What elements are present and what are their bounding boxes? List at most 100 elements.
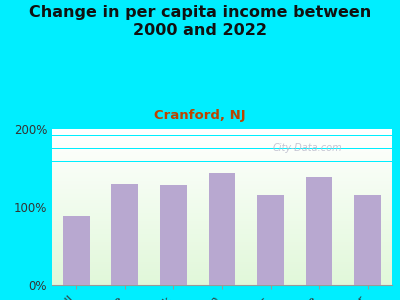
Bar [52,282,392,284]
Bar [52,262,392,263]
Bar [52,141,392,142]
Bar [52,173,392,175]
Bar [257,195,284,285]
Bar [52,143,392,145]
Bar [52,253,392,254]
Bar [52,132,392,133]
Bar [112,184,138,285]
Bar [52,225,392,226]
Bar [52,236,392,237]
Bar [52,245,392,246]
Bar [52,156,392,158]
Bar [52,186,392,188]
Bar [52,177,392,178]
Bar [52,199,392,200]
Bar [52,277,392,278]
Bar [63,216,90,285]
Bar [52,216,392,218]
Bar [52,266,392,267]
Bar [52,168,392,169]
Bar [52,273,392,274]
Bar [52,214,392,215]
Bar [52,249,392,250]
Bar [52,181,392,182]
Bar [52,138,392,140]
Bar [52,194,392,195]
Bar [52,158,392,159]
Bar [52,134,392,136]
Bar [52,263,392,264]
Bar [52,165,392,167]
Bar [52,219,392,220]
Bar [52,159,392,160]
Bar [52,188,392,189]
Bar [52,167,392,168]
Bar [52,281,392,282]
Bar [52,260,392,262]
Bar [52,202,392,203]
Bar [52,250,392,251]
Bar [52,239,392,241]
Bar [52,230,392,232]
Bar [52,140,392,141]
Bar [52,274,392,276]
Bar [52,272,392,273]
Bar [52,232,392,233]
Bar [52,152,392,154]
Bar [52,237,392,238]
Bar [52,243,392,245]
Bar [52,178,392,180]
Bar [52,195,392,196]
Bar [52,233,392,234]
Bar [52,203,392,204]
Bar [52,218,392,219]
Bar [52,267,392,268]
Bar [52,147,392,148]
Bar [52,223,392,224]
Text: Cranford, NJ: Cranford, NJ [154,110,246,122]
Bar [52,136,392,137]
Bar [52,210,392,211]
Bar [52,184,392,185]
Bar [52,247,392,249]
Bar [52,182,392,184]
Bar [52,130,392,132]
Bar [52,180,392,181]
Bar [52,238,392,239]
Bar [52,129,392,130]
Bar [52,198,392,199]
Bar [52,155,392,156]
Bar [160,185,187,285]
Bar [52,256,392,258]
Text: Change in per capita income between
2000 and 2022: Change in per capita income between 2000… [29,4,371,38]
Bar [52,251,392,253]
Bar [52,151,392,152]
Bar [52,207,392,208]
Bar [52,191,392,193]
Bar [52,133,392,134]
Bar [52,264,392,266]
Bar [52,212,392,214]
Bar [52,221,392,223]
Bar [52,224,392,225]
Bar [52,150,392,151]
Bar [52,258,392,259]
Bar [52,242,392,243]
Bar [52,204,392,206]
Bar [52,211,392,212]
Bar [52,246,392,247]
Bar [52,259,392,260]
Bar [52,269,392,271]
Bar [52,229,392,230]
Bar [52,163,392,164]
Bar [52,171,392,172]
Bar [52,175,392,176]
Bar [52,148,392,150]
Bar [52,189,392,190]
Bar [52,255,392,256]
Bar [52,161,392,163]
Bar [52,271,392,272]
Bar [52,208,392,210]
Bar [52,154,392,155]
Bar [52,220,392,221]
